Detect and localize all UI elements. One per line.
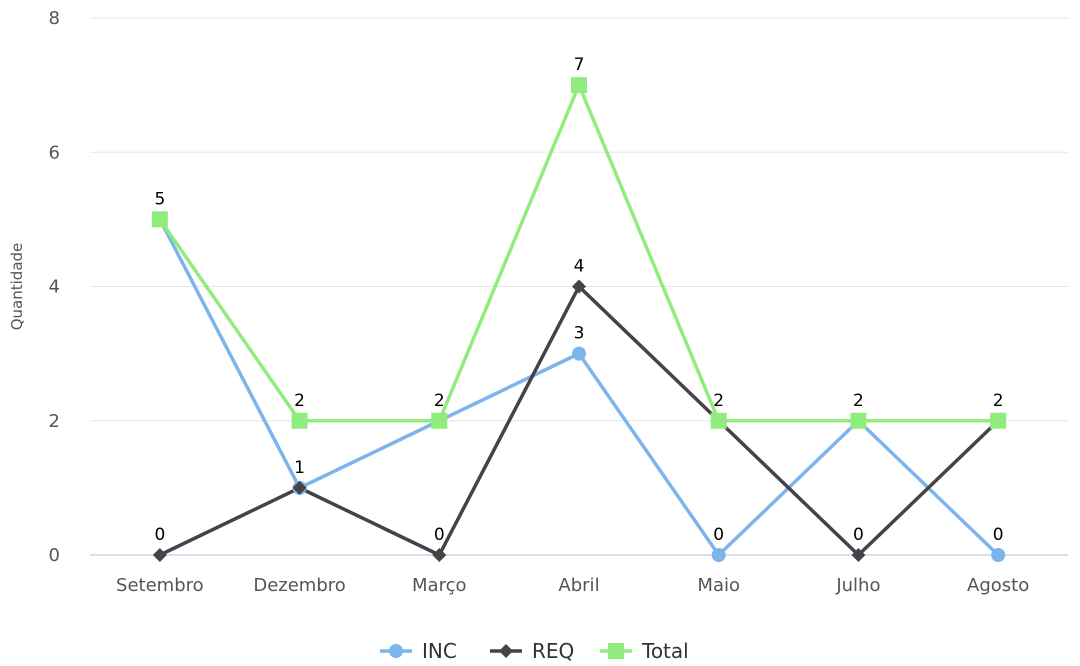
point-inc-maio bbox=[711, 548, 726, 562]
point-req-julho bbox=[851, 548, 866, 562]
data-label-total-maio: 2 bbox=[713, 391, 724, 411]
data-label-total-agosto: 2 bbox=[993, 391, 1004, 411]
point-total-julho bbox=[850, 412, 867, 429]
point-inc-agosto bbox=[991, 548, 1006, 562]
point-total-abril bbox=[571, 77, 587, 94]
point-req-setembro bbox=[152, 548, 167, 562]
legend-label-inc: INC bbox=[422, 639, 457, 663]
series-markers bbox=[151, 77, 1007, 562]
data-label-req-julho: 0 bbox=[853, 525, 864, 545]
point-req-dezembro bbox=[292, 480, 307, 495]
point-total-setembro bbox=[151, 211, 168, 228]
data-label-req-setembro: 0 bbox=[154, 525, 165, 545]
y-tick-label: 6 bbox=[49, 142, 60, 163]
data-label-inc-maio: 0 bbox=[713, 525, 724, 545]
series-lines bbox=[158, 83, 1000, 557]
point-req-abril bbox=[572, 279, 586, 294]
y-tick-label: 8 bbox=[49, 8, 60, 29]
y-tick-label: 2 bbox=[49, 411, 60, 432]
point-total-dezembro bbox=[291, 412, 308, 429]
x-tick-label-julho: Julho bbox=[835, 575, 880, 596]
data-labels: 0 5 1 2 0 2 3 4 7 0 2 0 2 0 2 bbox=[154, 55, 1003, 545]
point-total-maio bbox=[710, 412, 727, 429]
legend-label-total: Total bbox=[641, 639, 689, 663]
legend-marker-inc bbox=[389, 644, 403, 658]
data-label-inc-agosto: 0 bbox=[993, 525, 1004, 545]
legend-item-inc[interactable]: INC bbox=[380, 639, 457, 663]
point-total-marco bbox=[431, 412, 448, 429]
y-axis-label: Quantidade bbox=[8, 243, 26, 331]
y-tick-label: 0 bbox=[49, 545, 60, 566]
data-label-req-abril: 4 bbox=[574, 257, 585, 277]
data-label-total-setembro: 5 bbox=[154, 189, 165, 209]
data-label-total-dezembro: 2 bbox=[294, 391, 305, 411]
x-tick-label-agosto: Agosto bbox=[967, 575, 1029, 596]
x-tick-label-dezembro: Dezembro bbox=[253, 575, 345, 596]
data-label-total-marco: 2 bbox=[434, 391, 445, 411]
x-tick-label-marco: Março bbox=[412, 575, 466, 596]
y-tick-labels: 0 2 4 6 8 bbox=[49, 8, 60, 566]
legend-marker-req bbox=[499, 644, 513, 658]
data-label-req-marco: 0 bbox=[434, 525, 445, 545]
data-label-inc-abril: 3 bbox=[574, 324, 585, 344]
legend-item-total[interactable]: Total bbox=[600, 639, 689, 663]
x-tick-label-setembro: Setembro bbox=[116, 575, 204, 596]
legend-label-req: REQ bbox=[532, 639, 574, 663]
data-label-req-dezembro: 1 bbox=[294, 458, 305, 478]
legend-item-req[interactable]: REQ bbox=[490, 639, 574, 663]
point-inc-abril bbox=[572, 346, 586, 361]
x-tick-label-maio: Maio bbox=[697, 575, 740, 596]
data-label-total-abril: 7 bbox=[574, 55, 585, 75]
point-req-marco bbox=[432, 548, 447, 562]
point-total-agosto bbox=[990, 412, 1007, 429]
series-line-total bbox=[158, 83, 1000, 423]
data-label-total-julho: 2 bbox=[853, 391, 864, 411]
y-tick-label: 4 bbox=[49, 277, 60, 298]
legend: INC REQ Total bbox=[380, 639, 689, 663]
x-tick-labels: Setembro Dezembro Março Abril Maio Julho Agost… bbox=[116, 575, 1029, 596]
legend-marker-total bbox=[608, 643, 624, 659]
x-tick-label-abril: Abril bbox=[558, 575, 599, 596]
